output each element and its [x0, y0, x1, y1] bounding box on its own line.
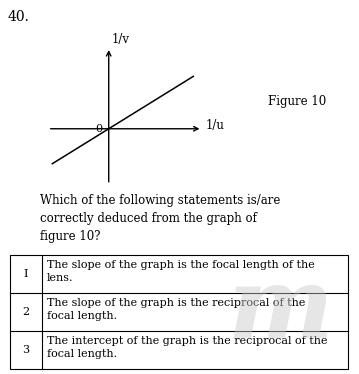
- Text: 1/u: 1/u: [205, 119, 224, 132]
- Text: 3: 3: [22, 345, 29, 355]
- Text: m: m: [227, 262, 333, 358]
- Text: 0: 0: [95, 124, 103, 134]
- Text: 40.: 40.: [8, 10, 30, 24]
- Text: Which of the following statements is/are
correctly deduced from the graph of
fig: Which of the following statements is/are…: [40, 194, 280, 243]
- Text: The slope of the graph is the reciprocal of the
focal length.: The slope of the graph is the reciprocal…: [47, 298, 306, 321]
- Bar: [10, 255, 348, 369]
- Text: Figure 10: Figure 10: [268, 95, 326, 108]
- Text: The intercept of the graph is the reciprocal of the
focal length.: The intercept of the graph is the recipr…: [47, 336, 327, 359]
- Text: 1/v: 1/v: [112, 33, 130, 46]
- Text: 2: 2: [22, 307, 29, 317]
- Text: I: I: [24, 269, 28, 279]
- Text: The slope of the graph is the focal length of the
lens.: The slope of the graph is the focal leng…: [47, 260, 315, 283]
